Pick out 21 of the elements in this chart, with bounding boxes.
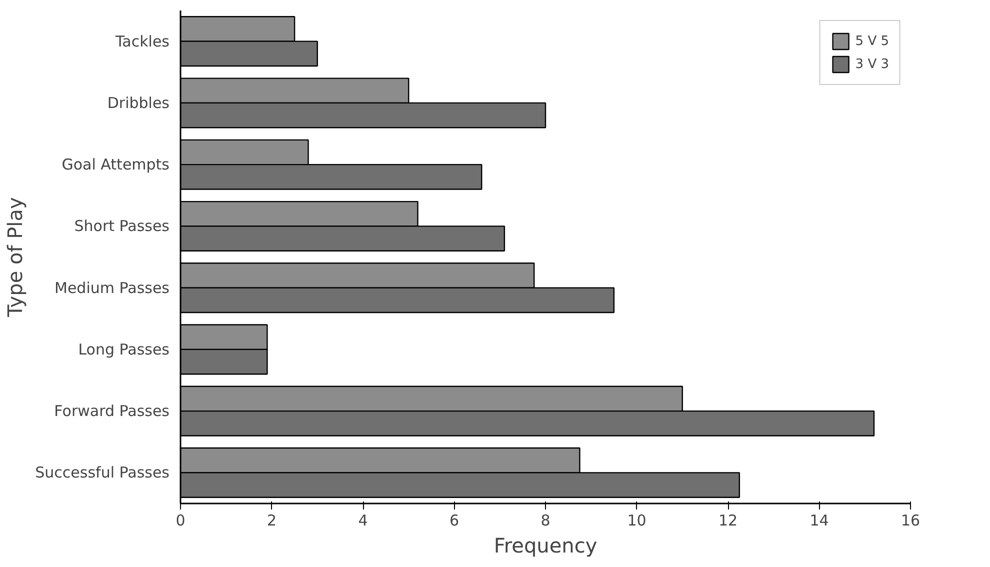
- x-tick-label: 6: [449, 512, 460, 530]
- y-tick-label: Long Passes: [78, 340, 170, 358]
- y-axis-title: Type of Play: [3, 197, 28, 318]
- x-tick-label: 10: [627, 512, 646, 530]
- x-tick-label: 0: [176, 512, 186, 530]
- y-tick-label: Goal Attempts: [62, 156, 170, 174]
- y-tick-label: Successful Passes: [35, 464, 170, 482]
- y-tick-label: Dribbles: [107, 94, 170, 112]
- x-tick-label: 12: [718, 512, 738, 530]
- x-tick-label: 2: [266, 512, 277, 530]
- x-tick-label: 8: [540, 512, 550, 530]
- x-tick-label: 14: [810, 512, 829, 530]
- y-tick-label: Forward Passes: [54, 402, 170, 420]
- x-tick-label: 16: [900, 512, 920, 530]
- legend-label: 3 V 3: [855, 56, 889, 72]
- x-tick-label: 4: [358, 512, 368, 530]
- legend-label: 5 V 5: [855, 34, 889, 48]
- y-tick-label: Short Passes: [74, 217, 170, 236]
- y-tick-label: Tackles: [114, 32, 170, 50]
- x-axis-title: Frequency: [494, 534, 598, 558]
- y-tick-label: Medium Passes: [54, 278, 170, 297]
